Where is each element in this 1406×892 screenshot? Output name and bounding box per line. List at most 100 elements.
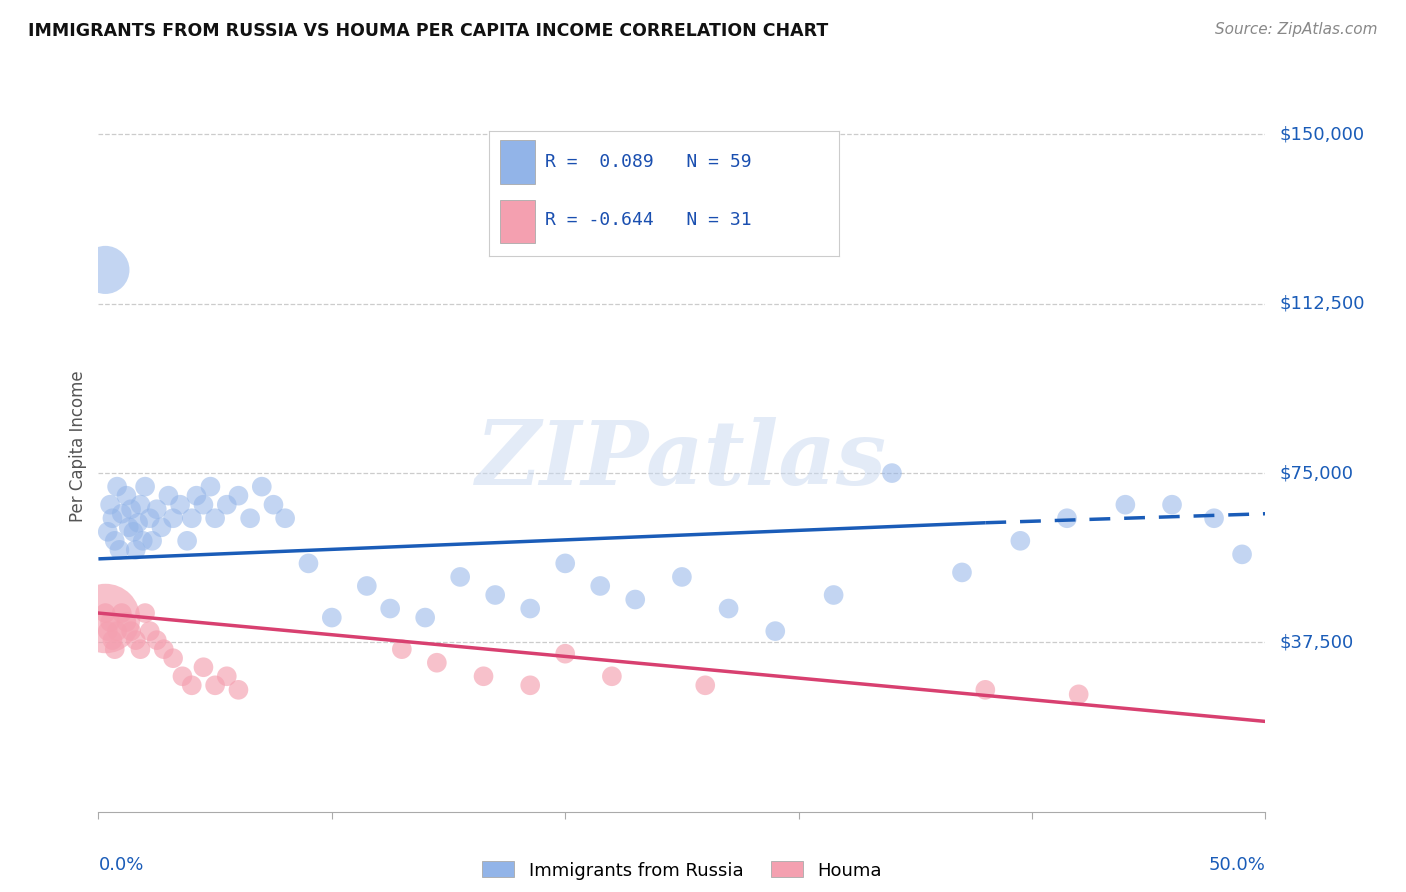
Point	[150, 520, 173, 534]
Legend: Immigrants from Russia, Houma: Immigrants from Russia, Houma	[475, 855, 889, 887]
Point	[176, 533, 198, 548]
Point	[146, 502, 169, 516]
Point	[97, 524, 120, 539]
Point	[139, 624, 162, 639]
Text: 0.0%: 0.0%	[98, 855, 143, 873]
Point	[321, 610, 343, 624]
Point	[141, 533, 163, 548]
Point	[356, 579, 378, 593]
Text: 50.0%: 50.0%	[1209, 855, 1265, 873]
Point	[111, 507, 134, 521]
Point	[274, 511, 297, 525]
Point	[519, 601, 541, 615]
Point	[589, 579, 612, 593]
Point	[146, 633, 169, 648]
Text: IMMIGRANTS FROM RUSSIA VS HOUMA PER CAPITA INCOME CORRELATION CHART: IMMIGRANTS FROM RUSSIA VS HOUMA PER CAPI…	[28, 22, 828, 40]
Point	[250, 480, 273, 494]
Point	[186, 489, 208, 503]
Y-axis label: Per Capita Income: Per Capita Income	[69, 370, 87, 522]
Point	[127, 516, 149, 530]
Point	[262, 498, 284, 512]
Point	[215, 669, 238, 683]
Point	[104, 642, 127, 657]
Point	[115, 489, 138, 503]
Point	[105, 624, 128, 639]
Point	[695, 678, 717, 692]
Point	[101, 511, 124, 525]
Point	[554, 647, 576, 661]
Point	[1114, 498, 1136, 512]
Point	[426, 656, 449, 670]
Point	[134, 480, 156, 494]
Text: ZIPatlas: ZIPatlas	[477, 417, 887, 504]
Point	[97, 624, 120, 639]
Point	[391, 642, 413, 657]
Point	[125, 633, 148, 648]
Point	[880, 466, 903, 480]
Point	[554, 557, 576, 571]
Point	[413, 610, 436, 624]
Point	[974, 682, 997, 697]
Point	[120, 502, 142, 516]
Point	[104, 533, 127, 548]
Point	[129, 498, 152, 512]
Point	[671, 570, 693, 584]
Point	[204, 678, 226, 692]
Point	[94, 610, 117, 624]
Point	[132, 533, 155, 548]
Point	[129, 642, 152, 657]
Point	[239, 511, 262, 525]
Point	[111, 606, 134, 620]
Point	[950, 566, 973, 580]
Point	[139, 511, 162, 525]
Point	[108, 542, 131, 557]
Point	[1161, 498, 1184, 512]
Point	[193, 660, 215, 674]
Point	[157, 489, 180, 503]
Point	[200, 480, 222, 494]
Point	[449, 570, 471, 584]
Point	[172, 669, 194, 683]
Point	[1010, 533, 1032, 548]
Point	[94, 606, 117, 620]
Point	[484, 588, 506, 602]
Point	[1067, 687, 1090, 701]
Point	[105, 480, 128, 494]
Point	[1230, 547, 1253, 561]
Point	[228, 489, 250, 503]
Point	[1056, 511, 1078, 525]
Point	[122, 524, 145, 539]
Point	[717, 601, 740, 615]
Point	[1202, 511, 1225, 525]
Point	[98, 498, 121, 512]
Point	[152, 642, 174, 657]
Point	[115, 615, 138, 629]
Point	[180, 678, 202, 692]
Point	[162, 511, 184, 525]
Point	[94, 263, 117, 277]
Point	[297, 557, 319, 571]
Point	[519, 678, 541, 692]
Point	[204, 511, 226, 525]
Point	[118, 520, 141, 534]
Point	[378, 601, 402, 615]
Point	[215, 498, 238, 512]
Point	[472, 669, 495, 683]
Text: $75,000: $75,000	[1279, 464, 1354, 482]
Text: Source: ZipAtlas.com: Source: ZipAtlas.com	[1215, 22, 1378, 37]
Point	[134, 606, 156, 620]
Point	[125, 542, 148, 557]
Point	[763, 624, 786, 639]
Text: $150,000: $150,000	[1279, 126, 1364, 144]
Point	[228, 682, 250, 697]
Point	[823, 588, 845, 602]
Point	[624, 592, 647, 607]
Point	[98, 615, 121, 629]
Point	[120, 624, 142, 639]
Text: $37,500: $37,500	[1279, 633, 1354, 651]
Point	[193, 498, 215, 512]
Text: $112,500: $112,500	[1279, 294, 1365, 313]
Point	[101, 633, 124, 648]
Point	[162, 651, 184, 665]
Point	[180, 511, 202, 525]
